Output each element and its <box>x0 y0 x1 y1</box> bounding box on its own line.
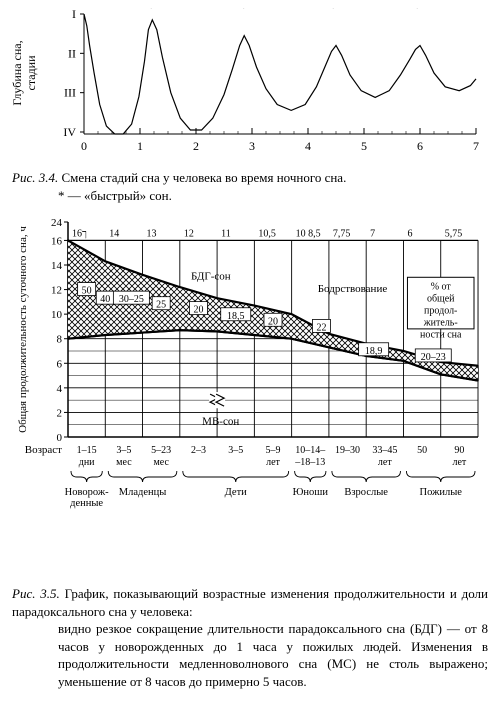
svg-text:Бодрствование: Бодрствование <box>318 283 388 295</box>
svg-text:дни: дни <box>79 457 95 468</box>
svg-text:11: 11 <box>221 229 231 240</box>
svg-text:25: 25 <box>156 300 166 311</box>
svg-text:БДГ-сон: БДГ-сон <box>191 271 231 283</box>
svg-text:4: 4 <box>57 383 63 395</box>
svg-text:12: 12 <box>51 285 62 297</box>
svg-text:Новорож-: Новорож- <box>65 487 109 498</box>
svg-text:3: 3 <box>249 139 255 153</box>
svg-text:I: I <box>72 8 76 21</box>
fig34-caption-label: Рис. 3.4. <box>12 170 58 185</box>
fig34-caption: Рис. 3.4. Смена стадий сна у человека во… <box>12 169 488 204</box>
svg-text:0: 0 <box>81 139 87 153</box>
svg-text:30–25: 30–25 <box>119 294 144 305</box>
fig35-caption-label: Рис. 3.5. <box>12 586 60 601</box>
svg-text:МВ-сон: МВ-сон <box>202 416 239 428</box>
fig34-caption-text: Смена стадий сна у человека во время ноч… <box>61 170 346 185</box>
svg-text:–18–13: –18–13 <box>294 457 325 468</box>
svg-text:*: * <box>240 8 247 16</box>
svg-text:Взрослые: Взрослые <box>344 487 388 498</box>
svg-text:19–30: 19–30 <box>335 445 360 456</box>
svg-text:1: 1 <box>137 139 143 153</box>
svg-text:2: 2 <box>193 139 199 153</box>
svg-text:22: 22 <box>316 323 326 334</box>
svg-text:33–45: 33–45 <box>372 445 397 456</box>
svg-text:Пожилые: Пожилые <box>420 487 463 498</box>
svg-text:24: 24 <box>51 217 63 229</box>
svg-text:ך16: ך16 <box>72 229 87 240</box>
svg-text:% от: % от <box>431 281 452 292</box>
svg-text:2–3: 2–3 <box>191 445 206 456</box>
fig35-caption: Рис. 3.5. График, показывающий возрастны… <box>12 585 488 690</box>
svg-text:лет: лет <box>378 457 392 468</box>
svg-text:5: 5 <box>361 139 367 153</box>
svg-text:8: 8 <box>57 334 63 346</box>
svg-text:18,9: 18,9 <box>365 346 383 357</box>
svg-text:10 8,5: 10 8,5 <box>296 229 321 240</box>
svg-text:II: II <box>68 46 76 60</box>
svg-text:20: 20 <box>193 305 203 316</box>
svg-text:7: 7 <box>473 139 479 153</box>
svg-text:10,5: 10,5 <box>258 229 276 240</box>
svg-text:3–5: 3–5 <box>116 445 131 456</box>
svg-text:7,75: 7,75 <box>333 229 351 240</box>
svg-text:16: 16 <box>51 236 63 248</box>
svg-text:общей: общей <box>427 293 455 304</box>
svg-text:продол-: продол- <box>424 305 457 316</box>
svg-text:7: 7 <box>370 229 375 240</box>
svg-text:*: * <box>414 8 421 16</box>
svg-text:50: 50 <box>417 445 427 456</box>
svg-text:50: 50 <box>82 286 92 297</box>
svg-text:20: 20 <box>268 316 278 327</box>
svg-text:Возраст: Возраст <box>25 444 62 456</box>
svg-text:4: 4 <box>305 139 311 153</box>
fig34-chart: IIIIIIIVГлубина сна,стадии01234567**** <box>12 8 488 158</box>
svg-text:14: 14 <box>109 229 119 240</box>
svg-text:IV: IV <box>63 125 76 139</box>
svg-text:житель-: житель- <box>423 317 458 328</box>
svg-text:лет: лет <box>452 457 466 468</box>
svg-text:0: 0 <box>57 432 63 444</box>
svg-text:14: 14 <box>51 260 63 272</box>
svg-text:90: 90 <box>454 445 464 456</box>
svg-text:12: 12 <box>184 229 194 240</box>
svg-text:мес: мес <box>153 457 169 468</box>
svg-text:10: 10 <box>51 309 63 321</box>
fig35-chart: 024681012141624Общая продолжительность с… <box>12 214 488 574</box>
svg-text:2: 2 <box>57 408 63 420</box>
svg-text:6: 6 <box>57 358 63 370</box>
svg-text:Младенцы: Младенцы <box>119 487 167 498</box>
svg-text:мес: мес <box>116 457 132 468</box>
svg-text:13: 13 <box>147 229 157 240</box>
svg-text:*: * <box>148 8 155 16</box>
svg-text:5–23: 5–23 <box>151 445 171 456</box>
svg-text:ности сна: ности сна <box>420 329 462 340</box>
fig35-caption-text: График, показывающий возрастные изменени… <box>12 586 488 619</box>
svg-text:денные: денные <box>70 498 103 509</box>
svg-text:III: III <box>64 86 76 100</box>
svg-text:3–5: 3–5 <box>228 445 243 456</box>
svg-text:5–9: 5–9 <box>266 445 281 456</box>
svg-text:10–14–: 10–14– <box>295 445 326 456</box>
svg-text:Дети: Дети <box>225 487 248 498</box>
svg-text:20–23: 20–23 <box>421 352 446 363</box>
svg-text:40: 40 <box>100 294 110 305</box>
svg-text:5,75: 5,75 <box>445 229 463 240</box>
svg-text:1–15: 1–15 <box>77 445 97 456</box>
svg-text:Глубина сна,стадии: Глубина сна,стадии <box>12 40 38 105</box>
svg-text:6: 6 <box>407 229 412 240</box>
svg-text:Общая продолжительность суточн: Общая продолжительность суточного сна, ч <box>17 226 29 433</box>
svg-text:Юноши: Юноши <box>293 487 329 498</box>
svg-text:лет: лет <box>266 457 280 468</box>
fig35-caption-body: видно резкое сокращение длительности пар… <box>12 620 488 690</box>
fig34-caption-note: * — «быстрый» сон. <box>12 187 488 205</box>
svg-text:6: 6 <box>417 139 423 153</box>
svg-text:18,5: 18,5 <box>227 311 245 322</box>
svg-text:*: * <box>330 8 337 16</box>
